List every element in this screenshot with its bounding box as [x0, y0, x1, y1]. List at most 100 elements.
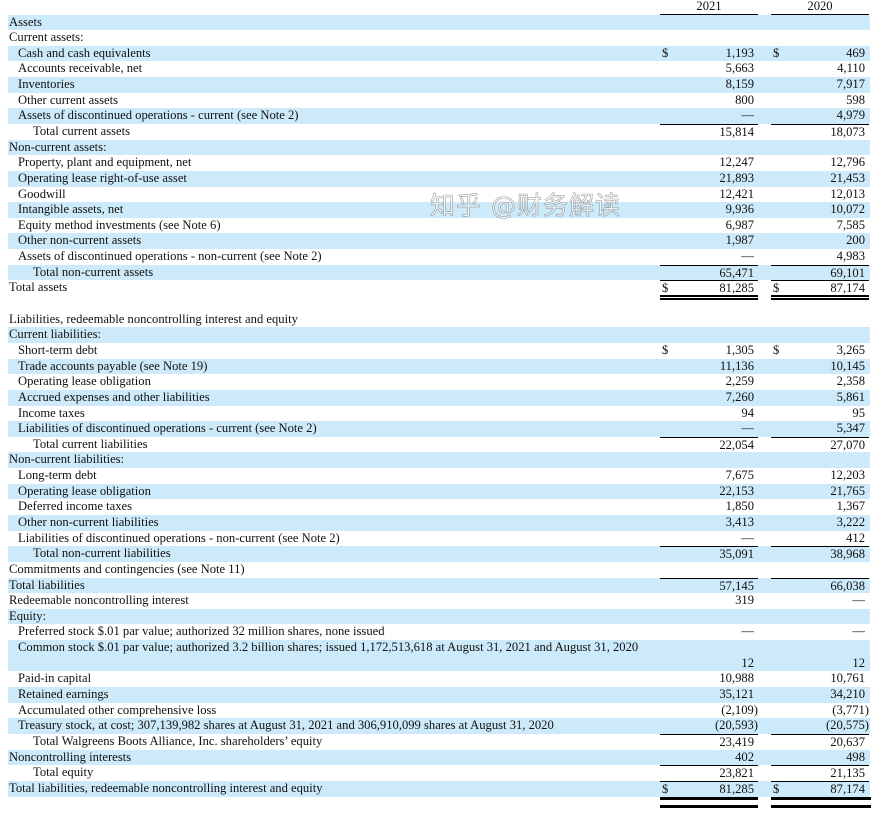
value: 12	[852, 655, 865, 670]
table-row: Retained earnings 35,121 34,210	[8, 687, 870, 703]
section-heading: Assets	[8, 14, 870, 31]
row-label: Total assets	[9, 280, 68, 295]
table-row: Trade accounts payable (see Note 19) 11,1…	[8, 358, 870, 375]
value-cell-2021: 94	[660, 406, 758, 422]
row-label: Cash and cash equivalents	[18, 45, 151, 60]
table-row: Paid-in capital 10,988 10,761	[8, 671, 870, 687]
value: 35,121	[719, 687, 754, 702]
row-label: Equity method investments (see Note 6)	[18, 217, 221, 232]
currency-symbol: $	[662, 281, 669, 296]
row-label: Retained earnings	[18, 687, 109, 702]
value-cell-2020: 21,453	[771, 171, 869, 187]
row-label: Liabilities, redeemable noncontrolling i…	[9, 311, 298, 326]
table-row: Redeemable noncontrolling interest 319 —	[8, 593, 870, 609]
table-row: Accumulated other comprehensive loss (2,1…	[8, 703, 870, 719]
currency-symbol: $	[773, 781, 780, 796]
row-label: Assets of discontinued operations - curr…	[18, 108, 299, 123]
value: 1,850	[725, 499, 754, 514]
value-cell-2021: 12,247	[660, 155, 758, 171]
value: 35,091	[719, 547, 754, 562]
row-label: Non-current liabilities:	[9, 452, 125, 467]
value: 21,765	[830, 483, 865, 498]
row-label: Goodwill	[18, 186, 66, 201]
value: 11,136	[719, 358, 754, 373]
value-cell-2021: 1,850	[660, 499, 758, 515]
value: 469	[846, 45, 865, 60]
value-cell-2021: 8,159	[660, 77, 758, 93]
value: 3,265	[836, 342, 865, 357]
value: 800	[735, 92, 754, 107]
row-label: Common stock $.01 par value; authorized …	[18, 640, 639, 655]
value-cell-2021: 23,821	[660, 765, 758, 780]
value-cell-2021: 402	[660, 750, 758, 766]
value: 18,073	[830, 124, 865, 139]
value: 21,135	[830, 766, 865, 781]
row-label: Operating lease obligation	[18, 374, 151, 389]
value-cell-2020: 12,796	[771, 155, 869, 171]
value: 1,305	[725, 342, 754, 357]
row-label: Noncontrolling interests	[9, 749, 132, 764]
value-cell-2021: 7,675	[660, 468, 758, 484]
double-underline	[660, 805, 758, 808]
value-cell-2020: 10,761	[771, 671, 869, 687]
table-row: Property, plant and equipment, net 12,247…	[8, 155, 870, 171]
value: 200	[846, 233, 865, 248]
value-cell-2020: 7,917	[771, 77, 869, 93]
value-cell-2021: —	[660, 249, 758, 265]
value-cell-2020: 21,765	[771, 484, 869, 500]
value-cell-2020: 3,222	[771, 515, 869, 531]
row-label: Other non-current assets	[18, 233, 142, 248]
value: 69,101	[830, 265, 865, 280]
table-row: Common stock $.01 par value; authorized …	[8, 640, 870, 672]
value-cell-2021: (20,593)	[660, 718, 758, 734]
value: 498	[846, 749, 865, 764]
row-label: Property, plant and equipment, net	[18, 155, 192, 170]
table-row: Cash and cash equivalents $1,193 $469	[8, 45, 870, 62]
value: 27,070	[830, 437, 865, 452]
value: 3,222	[836, 515, 865, 529]
table-row: Total non-current assets 65,471 69,101	[8, 264, 870, 281]
table-row: Total liabilities, redeemable noncontrol…	[8, 780, 870, 797]
table-row: Long-term debt 7,675 12,203	[8, 468, 870, 484]
section-heading: Non-current assets:	[8, 139, 870, 156]
value-cell-2021: 1,987	[660, 233, 758, 249]
value-cell-2020: 4,983	[771, 249, 869, 265]
value: 95	[852, 405, 865, 420]
value: 66,038	[830, 578, 865, 593]
value: 402	[735, 749, 754, 764]
value-cell-2020: $469	[771, 46, 869, 62]
row-label: Equity:	[9, 608, 47, 623]
value-cell-2021: 35,091	[660, 546, 758, 561]
value-cell-2021: —	[660, 531, 758, 547]
table-row: Other non-current liabilities 3,413 3,222	[8, 515, 870, 531]
value-cell-2020: 498	[771, 750, 869, 766]
row-label: Total non-current assets	[33, 264, 154, 279]
table-row: Total non-current liabilities 35,091 38,96…	[8, 546, 870, 562]
value: 20,637	[830, 734, 865, 749]
row-label: Total non-current liabilities	[33, 546, 171, 561]
value-cell-2020: 598	[771, 93, 869, 109]
table-row: Operating lease right-of-use asset 21,893…	[8, 170, 870, 187]
value: —	[852, 593, 865, 608]
value-cell-2021: 15,814	[660, 123, 758, 139]
section-heading: Current assets:	[8, 30, 870, 46]
value-cell-2020: 10,145	[771, 359, 869, 375]
value: 12,796	[830, 155, 865, 170]
value-cell-2021: 35,121	[660, 687, 758, 703]
value: 2,358	[836, 374, 865, 389]
row-label: Non-current assets:	[9, 139, 107, 154]
table-row: Total current assets 15,814 18,073	[8, 123, 870, 140]
value: 12,247	[719, 155, 754, 170]
value-cell-2021: 12,421	[660, 187, 758, 203]
value: 5,861	[836, 389, 865, 404]
value: 15,814	[719, 124, 754, 139]
value-cell-2020: $3,265	[771, 343, 869, 359]
value-cell-2021: 12	[660, 656, 758, 672]
value-cell-2020: 20,637	[771, 733, 869, 749]
row-label: Trade accounts payable (see Note 19)	[18, 358, 208, 373]
row-label: Accumulated other comprehensive loss	[18, 702, 217, 717]
table-row: Assets of discontinued operations - non-…	[8, 249, 870, 265]
value: 9,936	[725, 202, 754, 217]
value: 94	[741, 405, 754, 420]
row-label: Accounts receivable, net	[18, 61, 143, 76]
